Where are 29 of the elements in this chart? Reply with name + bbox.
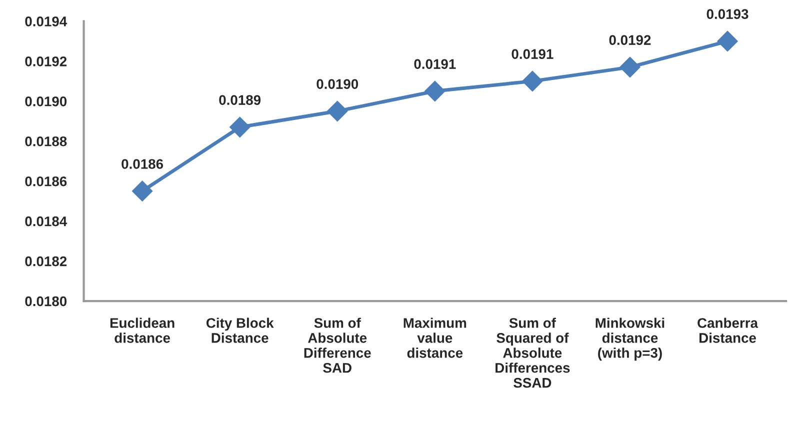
y-tick-label: 0.0192	[25, 56, 67, 66]
y-tick-label: 0.0194	[25, 16, 68, 26]
y-tick-label: 0.0186	[25, 176, 67, 186]
point	[132, 180, 153, 202]
data-label: 0.0186	[122, 159, 164, 169]
point	[620, 56, 640, 78]
data-label: 0.0191	[512, 49, 554, 59]
data-label: 0.0190	[316, 79, 358, 89]
y-tick-label: 0.0182	[25, 256, 67, 266]
data-label: 0.0191	[414, 59, 456, 69]
x-tick-label: Canberra Distance	[698, 318, 758, 343]
y-tick-label: 0.0188	[25, 136, 67, 146]
data-label: 0.0189	[219, 95, 261, 105]
x-tick-label: Minkowski distance (with p=3)	[596, 318, 664, 361]
y-tick-label: 0.0180	[25, 296, 67, 306]
point	[327, 100, 348, 122]
point	[230, 116, 250, 138]
y-tick-label: 0.0190	[25, 96, 67, 106]
x-tick-label: Sum of Squared of Absolute Differences SSAD	[496, 318, 570, 388]
data-label: 0.0192	[609, 35, 651, 45]
y-tick-label: 0.0184	[25, 216, 68, 226]
x-tick-label: Euclidean distance	[110, 318, 174, 343]
x-tick-label: Maximum value distance	[404, 318, 466, 358]
data-label: 0.0193	[706, 9, 748, 20]
x-tick-label: City Block Distance	[206, 318, 274, 343]
point	[522, 70, 543, 92]
point	[424, 80, 446, 102]
point	[717, 30, 738, 52]
x-tick-label: Sum of Absolute Difference SAD	[304, 318, 371, 373]
